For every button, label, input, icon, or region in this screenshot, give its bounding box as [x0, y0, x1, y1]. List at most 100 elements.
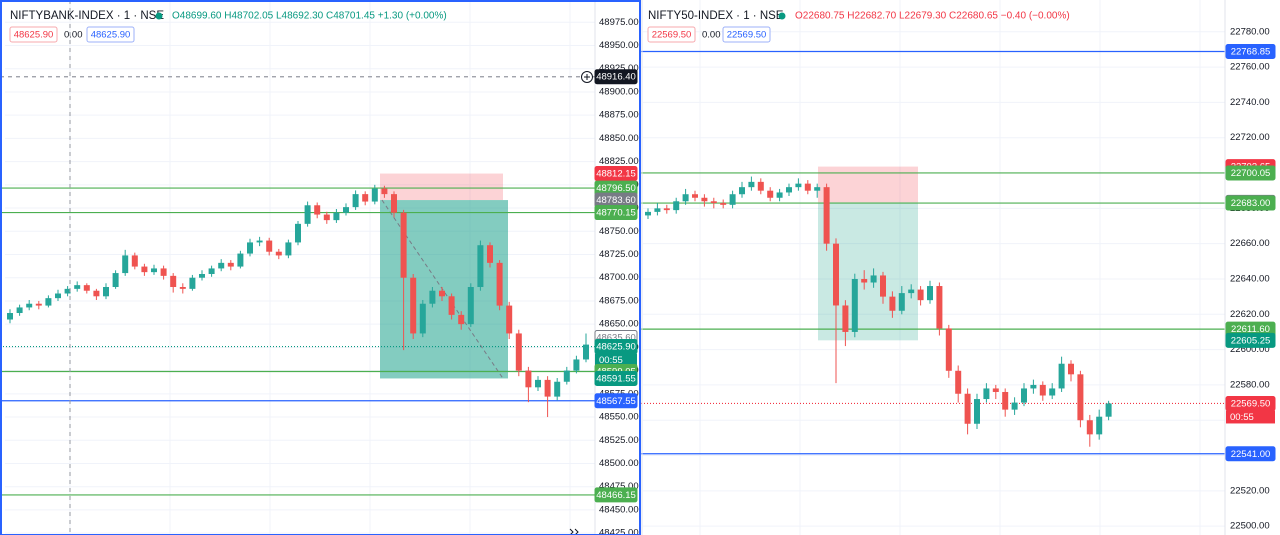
candle-body: [804, 183, 811, 191]
candle-body: [26, 303, 33, 308]
y-tick-label: 48675.00: [599, 295, 639, 306]
y-tick-label: 48825.00: [599, 156, 639, 167]
stop-zone: [380, 173, 503, 201]
candle-body: [701, 197, 708, 202]
candle-body: [314, 205, 321, 215]
price-tag: [594, 205, 638, 221]
value-box: [722, 26, 771, 43]
candle-body: [352, 194, 359, 208]
candle-body: [199, 274, 205, 278]
price-tag-label: 22569.50: [1231, 398, 1271, 409]
price-tag-label: 48812.15: [596, 169, 636, 180]
candle-body: [16, 307, 23, 314]
countdown-label: 00:55: [1230, 412, 1254, 423]
candle-body: [218, 262, 225, 269]
status-dot: [155, 12, 163, 20]
candle-body: [333, 212, 340, 221]
candle-body: [573, 359, 580, 371]
y-tick-label: 48475.00: [599, 481, 639, 492]
candle-body: [776, 192, 783, 198]
status-dot: [778, 12, 786, 20]
price-tag-label: 48635.60: [596, 333, 636, 344]
candle-body: [720, 203, 727, 205]
candle-body: [1068, 363, 1074, 375]
candle-body: [477, 245, 484, 288]
y-tick-label: 48450.00: [599, 504, 639, 515]
y-tick-label: 48925.00: [599, 63, 639, 74]
candle-body: [583, 344, 589, 360]
candle-body: [554, 381, 561, 397]
y-tick-label: 48850.00: [599, 133, 639, 144]
candle-body: [964, 393, 971, 424]
price-tag-label: 22768.85: [1231, 46, 1271, 57]
candle-body: [842, 305, 849, 332]
candle-body: [544, 379, 551, 397]
y-tick-label: 48425.00: [599, 528, 639, 535]
candle-body: [208, 268, 215, 275]
candle-body: [362, 194, 369, 202]
candle-body: [122, 255, 129, 274]
value-box-text: 48625.90: [14, 30, 54, 41]
y-tick-label: 22720.00: [1230, 132, 1270, 143]
candle-body: [35, 303, 42, 306]
price-tag: [594, 370, 638, 386]
y-tick-label: 22780.00: [1230, 26, 1270, 37]
candle-body: [767, 190, 774, 198]
candle-body: [663, 208, 670, 211]
candle-body: [74, 285, 81, 289]
price-axis-bg: [1225, 0, 1280, 535]
y-tick-label: 48975.00: [599, 17, 639, 28]
candle-body: [945, 328, 952, 371]
y-tick-label: 48550.00: [599, 412, 639, 423]
candle-body: [851, 278, 858, 332]
price-tag-label: 48783.60: [596, 195, 636, 206]
price-tag-label: 22605.25: [1231, 335, 1271, 346]
y-tick-label: 22640.00: [1230, 273, 1270, 284]
candle-body: [45, 298, 52, 306]
candle-body: [833, 243, 839, 306]
candle-body: [908, 289, 915, 294]
candle-body: [55, 293, 61, 299]
candle-body: [645, 211, 651, 216]
candle-body: [861, 278, 868, 283]
candle-body: [179, 287, 186, 289]
y-tick-label: 48875.00: [599, 110, 639, 121]
candle-body: [917, 289, 924, 301]
price-tag: [1225, 446, 1276, 462]
target-zone: [380, 200, 508, 379]
candle-body: [83, 285, 90, 291]
price-tag-label: 48770.15: [596, 208, 636, 219]
candle-body: [992, 388, 999, 392]
y-tick-label: 48525.00: [599, 435, 639, 446]
candle-body: [256, 240, 263, 243]
y-tick-label: 22660.00: [1230, 238, 1270, 249]
candle-body: [535, 379, 541, 388]
candle-body: [266, 240, 273, 252]
candle-body: [786, 187, 792, 193]
candle-body: [448, 296, 455, 315]
candle-body: [429, 290, 436, 304]
y-tick-label: 48950.00: [599, 40, 639, 51]
candle-body: [654, 208, 661, 212]
y-tick-label: 48650.00: [599, 319, 639, 330]
candle-body: [563, 370, 570, 382]
plus-icon: [584, 74, 590, 80]
candle-body: [381, 188, 388, 195]
candle-body: [682, 194, 689, 202]
header-layer: NIFTYBANK-INDEX · 1 · NSE O48699.60 H487…: [0, 0, 1070, 535]
candle-body: [237, 253, 244, 267]
candle-body: [983, 388, 990, 400]
price-tag-label: 48625.90: [596, 342, 636, 353]
candle-body: [795, 183, 802, 188]
countdown-tag: [595, 353, 637, 367]
candle-body: [103, 287, 109, 297]
candle-body: [889, 296, 896, 311]
candle-body: [1105, 403, 1112, 417]
candle-body: [1011, 402, 1018, 410]
candle-body: [974, 399, 980, 424]
y-tick-label: 22620.00: [1230, 309, 1270, 320]
candle-body: [757, 181, 764, 191]
candle-body: [247, 242, 253, 254]
